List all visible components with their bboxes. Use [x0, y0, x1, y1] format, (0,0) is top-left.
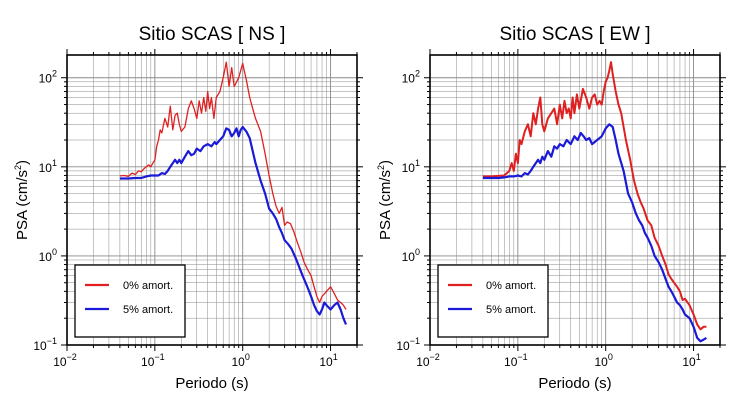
y-tick-label: 102	[402, 69, 420, 86]
x-tick-exponent: 1	[333, 352, 338, 362]
legend: 0% amort. 5% amort.	[437, 264, 549, 338]
x-tick-label: 101	[319, 352, 337, 369]
x-tick-label: 10−2	[53, 352, 77, 369]
x-tick-base: 10	[141, 355, 155, 369]
x-tick-base: 10	[504, 355, 518, 369]
y-axis-label-close: )	[14, 160, 31, 165]
plot-frame	[429, 54, 721, 346]
x-tick-base: 10	[319, 355, 333, 369]
x-tick-exponent: −2	[67, 352, 77, 362]
x-tick-exponent: −1	[154, 352, 164, 362]
chart-title: Sitio SCAS [ EW ]	[500, 24, 651, 45]
y-tick-label: 10−1	[33, 336, 57, 353]
y-axis-label-superscript: 2	[13, 165, 23, 170]
y-tick-base: 10	[402, 161, 416, 175]
gridlines	[66, 55, 358, 346]
x-axis: 10−2 10−1 100 101	[53, 49, 358, 369]
legend-label-damped: 5% amort.	[123, 304, 173, 316]
x-tick-exponent: −2	[430, 352, 440, 362]
y-tick-label: 101	[402, 158, 420, 175]
y-tick-exponent: 1	[52, 158, 57, 168]
y-tick-label: 101	[39, 158, 57, 175]
series-line-damped	[119, 125, 348, 325]
plot-frame	[66, 54, 358, 346]
series-line-undamped	[119, 61, 347, 310]
y-axis-label: PSA (cm/s2)	[376, 160, 394, 240]
y-tick-label: 100	[39, 247, 57, 264]
x-tick-base: 10	[232, 355, 246, 369]
y-tick-exponent: 0	[52, 247, 57, 257]
legend-label-damped: 5% amort.	[486, 304, 536, 316]
chart-title: Sitio SCAS [ NS ]	[139, 24, 286, 45]
y-tick-base: 10	[396, 339, 410, 353]
y-tick-exponent: 2	[52, 69, 57, 79]
x-tick-label: 101	[682, 352, 700, 369]
x-tick-base: 10	[595, 355, 609, 369]
x-tick-label: 10−1	[504, 352, 528, 369]
y-tick-base: 10	[402, 250, 416, 264]
series-line-undamped	[482, 61, 707, 331]
y-tick-exponent: 2	[415, 69, 420, 79]
x-tick-exponent: 0	[245, 352, 250, 362]
y-axis-label-main: PSA (cm/s	[377, 170, 394, 240]
legend-box	[437, 264, 549, 338]
data-series-group	[119, 61, 348, 325]
series-line-damped	[482, 123, 707, 343]
y-tick-base: 10	[39, 161, 53, 175]
x-axis-label: Periodo (s)	[175, 375, 248, 392]
legend-box	[74, 264, 186, 338]
y-tick-label: 100	[402, 247, 420, 264]
y-tick-label: 10−1	[396, 336, 420, 353]
y-axis-label-close: )	[377, 160, 394, 165]
y-tick-exponent: −1	[410, 336, 420, 346]
data-series-group	[482, 61, 707, 343]
legend-label-undamped: 0% amort.	[123, 280, 173, 292]
y-tick-base: 10	[39, 250, 53, 264]
x-axis-label: Periodo (s)	[538, 375, 611, 392]
y-axis-label-main: PSA (cm/s	[14, 170, 31, 240]
legend: 0% amort. 5% amort.	[74, 264, 186, 338]
y-axis-label: PSA (cm/s2)	[13, 160, 31, 240]
x-tick-base: 10	[416, 355, 430, 369]
y-tick-exponent: −1	[47, 336, 57, 346]
x-axis: 10−2 10−1 100 101	[416, 49, 721, 369]
x-tick-label: 100	[232, 352, 250, 369]
y-tick-exponent: 0	[415, 247, 420, 257]
x-tick-label: 10−2	[416, 352, 440, 369]
y-tick-base: 10	[402, 72, 416, 86]
legend-label-undamped: 0% amort.	[486, 280, 536, 292]
x-tick-label: 10−1	[141, 352, 165, 369]
x-tick-exponent: 0	[608, 352, 613, 362]
y-tick-exponent: 1	[415, 158, 420, 168]
x-tick-base: 10	[682, 355, 696, 369]
x-tick-label: 100	[595, 352, 613, 369]
y-tick-base: 10	[39, 72, 53, 86]
x-tick-base: 10	[53, 355, 67, 369]
y-tick-label: 102	[39, 69, 57, 86]
y-tick-base: 10	[33, 339, 47, 353]
y-axis-label-superscript: 2	[376, 165, 386, 170]
x-tick-exponent: −1	[517, 352, 527, 362]
x-tick-exponent: 1	[696, 352, 701, 362]
